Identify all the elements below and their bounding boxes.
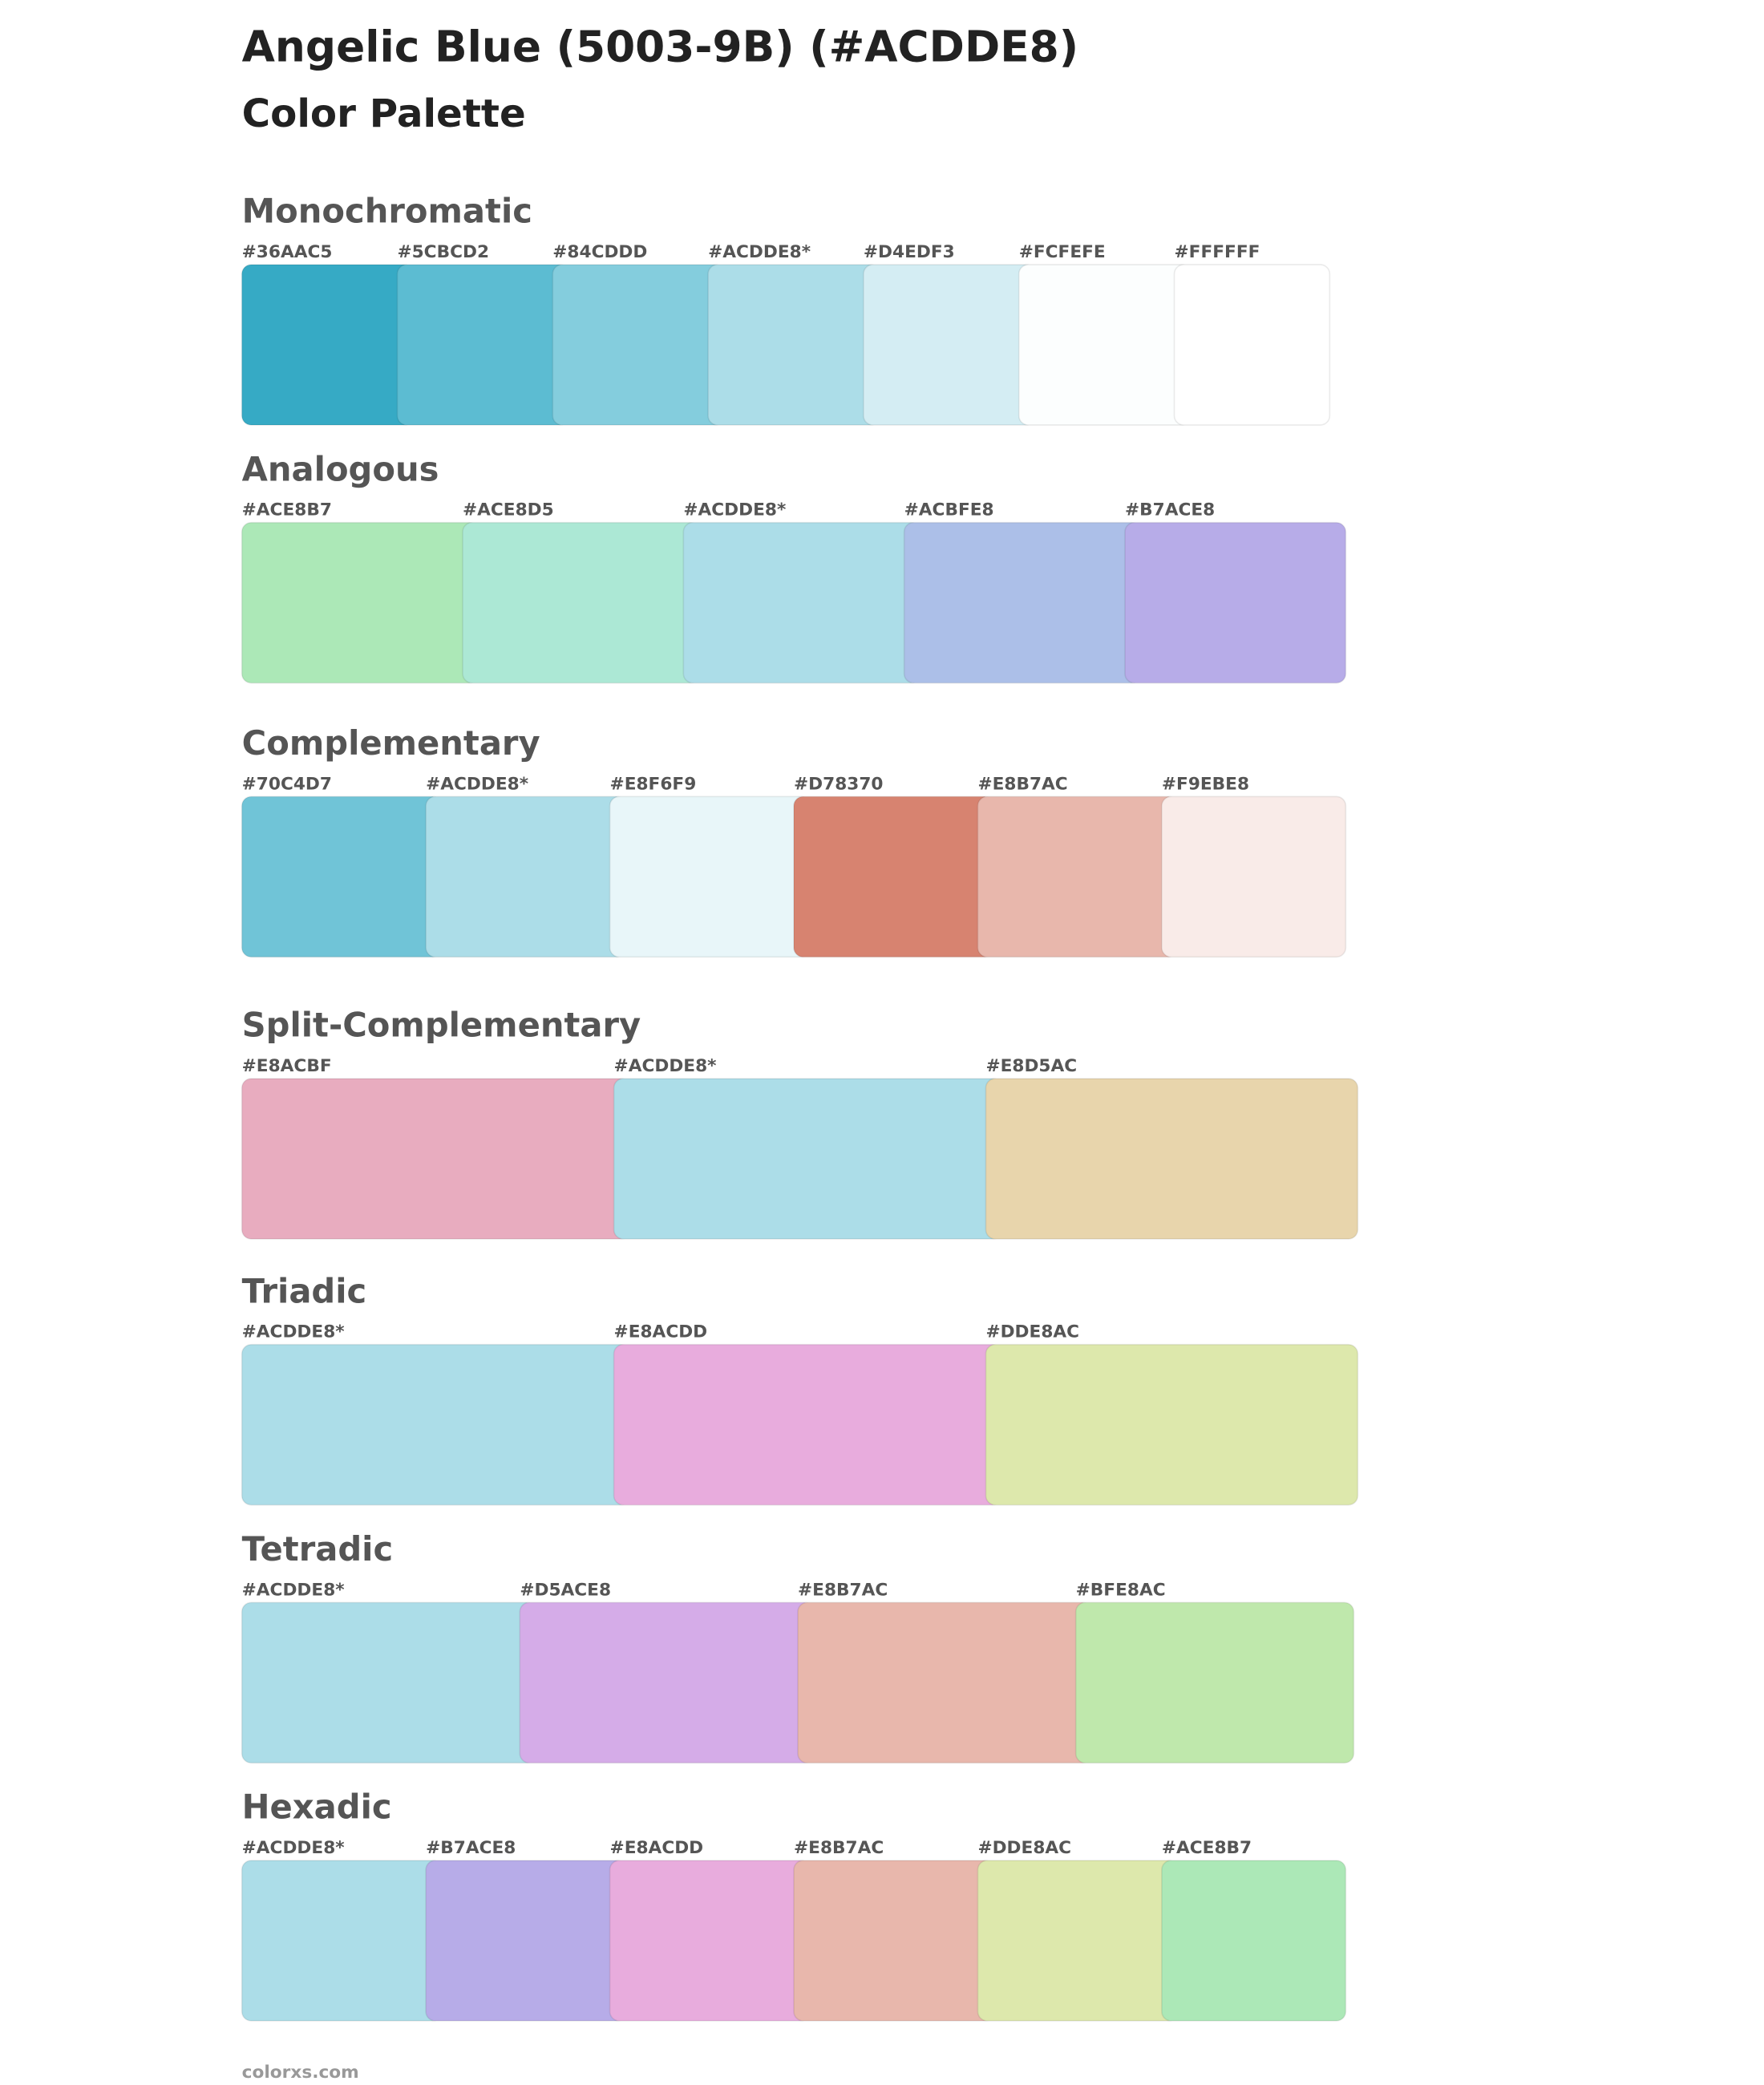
color-swatch bbox=[241, 796, 443, 958]
swatch-label: #ACDDE8* bbox=[683, 500, 786, 520]
color-swatch bbox=[609, 796, 811, 958]
swatch-label: #D5ACE8 bbox=[520, 1580, 611, 1600]
swatch-label: #36AAC5 bbox=[242, 242, 333, 262]
color-swatch bbox=[241, 1601, 537, 1764]
swatch-label: #ACDDE8* bbox=[614, 1056, 717, 1076]
color-swatch bbox=[707, 264, 880, 426]
color-swatch bbox=[793, 1860, 995, 2022]
swatch-label: #ACDDE8* bbox=[242, 1838, 345, 1858]
swatch-label: #DDE8AC bbox=[985, 1322, 1079, 1342]
swatch-label: #FFFFFF bbox=[1175, 242, 1260, 262]
color-swatch bbox=[613, 1343, 1003, 1506]
color-swatch bbox=[519, 1601, 815, 1764]
swatch-label: #ACDDE8* bbox=[426, 774, 528, 794]
color-swatch bbox=[241, 1343, 631, 1506]
swatch-label: #70C4D7 bbox=[242, 774, 332, 794]
section-title: Triadic bbox=[242, 1271, 367, 1310]
page-title: Angelic Blue (5003-9B) (#ACDDE8) bbox=[242, 21, 1078, 71]
swatch-label: #B7ACE8 bbox=[1125, 500, 1215, 520]
swatch-label: #ACDDE8* bbox=[708, 242, 811, 262]
color-swatch bbox=[609, 1860, 811, 2022]
swatch-label: #5CBCD2 bbox=[397, 242, 489, 262]
swatch-label: #ACBFE8 bbox=[904, 500, 994, 520]
color-swatch bbox=[613, 1078, 1003, 1240]
color-swatch bbox=[425, 1860, 627, 2022]
color-swatch bbox=[793, 796, 995, 958]
color-swatch bbox=[977, 796, 1179, 958]
swatch-label: #E8D5AC bbox=[985, 1056, 1077, 1076]
section-title: Hexadic bbox=[242, 1787, 392, 1827]
section-title: Tetradic bbox=[242, 1529, 394, 1569]
swatch-label: #DDE8AC bbox=[977, 1838, 1071, 1858]
color-swatch bbox=[396, 264, 570, 426]
color-swatch bbox=[977, 1860, 1179, 2022]
swatch-label: #E8ACBF bbox=[242, 1056, 332, 1076]
swatch-label: #FCFEFE bbox=[1019, 242, 1106, 262]
swatch-label: #B7ACE8 bbox=[426, 1838, 516, 1858]
swatch-label: #ACE8D5 bbox=[463, 500, 554, 520]
color-swatch bbox=[1074, 1601, 1355, 1764]
color-swatch bbox=[985, 1078, 1359, 1240]
color-swatch bbox=[241, 521, 479, 684]
color-swatch bbox=[1018, 264, 1192, 426]
swatch-label: #ACE8B7 bbox=[242, 500, 332, 520]
section-title: Split-Complementary bbox=[242, 1006, 641, 1045]
swatch-label: #ACDDE8* bbox=[242, 1580, 345, 1600]
section-title: Complementary bbox=[242, 723, 540, 763]
swatch-label: #D4EDF3 bbox=[864, 242, 955, 262]
footer: colorxs.com bbox=[242, 2063, 359, 2083]
color-swatch bbox=[241, 264, 415, 426]
color-swatch bbox=[1173, 264, 1331, 426]
color-swatch bbox=[241, 1078, 631, 1240]
swatch-label: #ACDDE8* bbox=[242, 1322, 345, 1342]
color-swatch bbox=[985, 1343, 1359, 1506]
color-swatch bbox=[903, 521, 1142, 684]
swatch-label: #E8B7AC bbox=[977, 774, 1067, 794]
swatch-label: #E8ACDD bbox=[614, 1322, 708, 1342]
color-swatch bbox=[797, 1601, 1093, 1764]
section-title: Monochromatic bbox=[242, 192, 532, 231]
color-swatch bbox=[1161, 796, 1347, 958]
swatch-label: #BFE8AC bbox=[1076, 1580, 1166, 1600]
swatch-label: #E8B7AC bbox=[798, 1580, 888, 1600]
swatch-label: #E8ACDD bbox=[610, 1838, 704, 1858]
color-swatch bbox=[863, 264, 1036, 426]
swatch-label: #E8B7AC bbox=[794, 1838, 884, 1858]
color-swatch bbox=[425, 796, 627, 958]
swatch-label: #D78370 bbox=[794, 774, 883, 794]
color-swatch bbox=[462, 521, 701, 684]
color-swatch bbox=[682, 521, 921, 684]
color-swatch bbox=[241, 1860, 443, 2022]
swatch-label: #84CDDD bbox=[552, 242, 647, 262]
swatch-label: #E8F6F9 bbox=[610, 774, 697, 794]
page-subtitle: Color Palette bbox=[242, 91, 526, 136]
color-swatch bbox=[1161, 1860, 1347, 2022]
color-swatch bbox=[552, 264, 725, 426]
swatch-label: #F9EBE8 bbox=[1162, 774, 1249, 794]
section-title: Analogous bbox=[242, 449, 439, 488]
swatch-label: #ACE8B7 bbox=[1162, 1838, 1252, 1858]
color-swatch bbox=[1124, 521, 1347, 684]
